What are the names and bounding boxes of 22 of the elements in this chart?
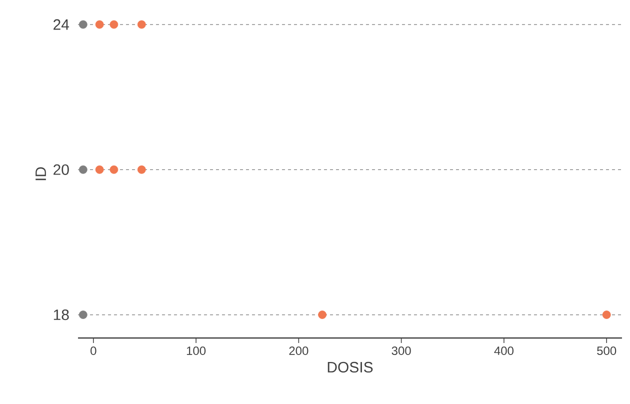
point (110, 20, 118, 29)
x-tick-label: 300 (392, 346, 411, 356)
x-tick-label: 400 (494, 346, 514, 356)
x-tick-label: 500 (597, 346, 616, 356)
point (137, 20, 146, 29)
point (95, 165, 104, 174)
point (110, 165, 118, 174)
x-axis-title: DOSIS (328, 362, 373, 372)
point (78, 20, 88, 29)
y-tick-label: 20 (54, 164, 69, 175)
y-axis-title: ID (36, 167, 46, 180)
point (137, 165, 146, 174)
x-tick-label: 0 (90, 346, 96, 356)
y-tick-label: 18 (54, 309, 69, 320)
point (78, 310, 88, 319)
x-tick-label: 200 (289, 346, 308, 356)
point (95, 20, 104, 29)
point (318, 310, 326, 319)
x-tick-label: 100 (186, 346, 206, 356)
point (602, 310, 611, 319)
y-tick-label: 24 (54, 19, 70, 30)
point (78, 165, 88, 174)
